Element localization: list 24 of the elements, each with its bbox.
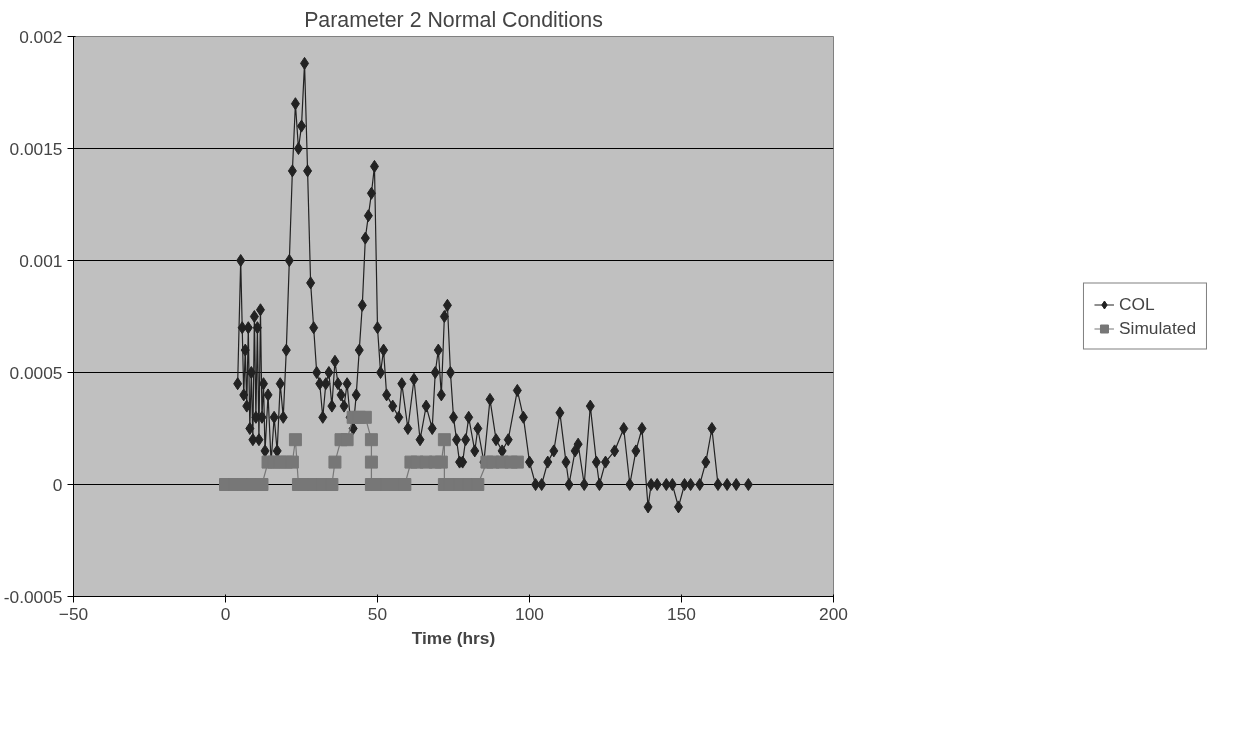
chart-title: Parameter 2 Normal Conditions <box>304 7 603 32</box>
y-tick-label: 0 <box>52 474 63 495</box>
point <box>364 433 378 447</box>
point <box>437 433 451 447</box>
point <box>340 433 354 447</box>
x-tick-label: 200 <box>819 603 848 624</box>
point <box>328 455 342 469</box>
y-tick-label: 0.002 <box>19 26 63 47</box>
point <box>285 455 299 469</box>
x-tick-label: 150 <box>667 603 696 624</box>
y-tick-label: 0.0005 <box>9 362 63 383</box>
point <box>358 410 372 424</box>
y-tick-label: 0.0015 <box>9 138 63 159</box>
legend-label: Simulated <box>1118 317 1197 339</box>
x-axis-title: Time (hrs) <box>411 627 496 648</box>
point <box>364 455 378 469</box>
point <box>434 455 448 469</box>
x-tick-label: 50 <box>367 603 388 624</box>
x-tick-label: 100 <box>515 603 544 624</box>
legend-label: COL <box>1118 293 1155 315</box>
y-tick-label: 0.001 <box>19 250 63 271</box>
point <box>288 433 302 447</box>
point <box>510 455 524 469</box>
x-tick-label: 0 <box>220 603 231 624</box>
